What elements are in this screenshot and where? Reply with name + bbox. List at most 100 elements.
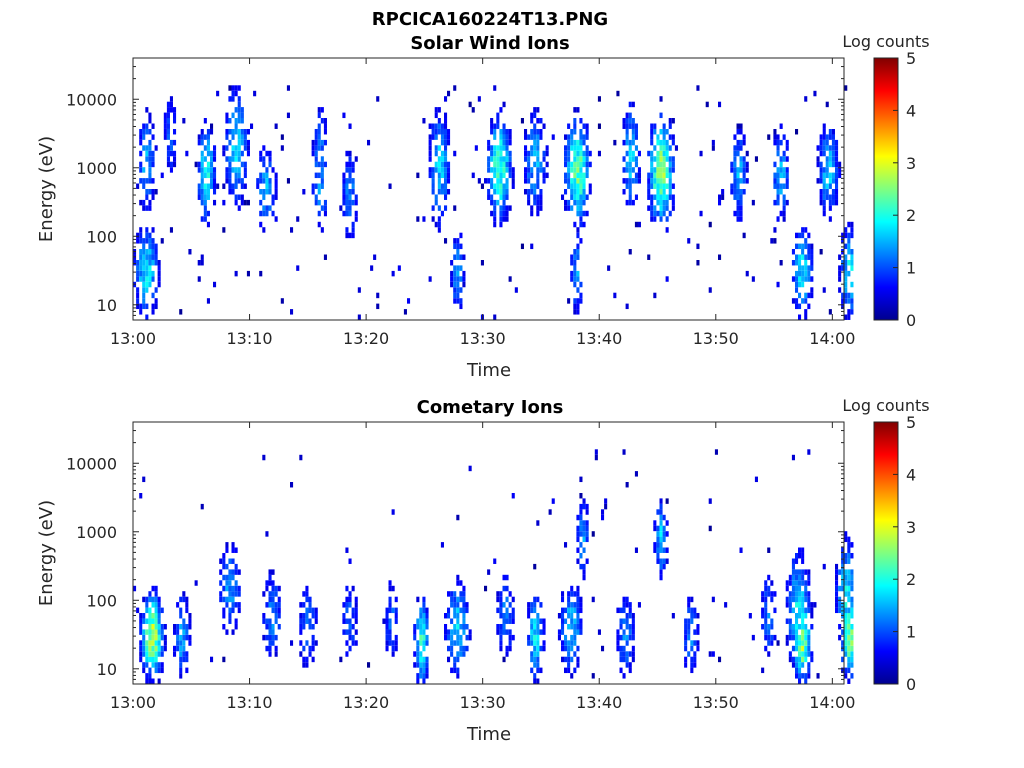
heatmap-cell <box>179 645 183 652</box>
heatmap-cell <box>234 178 238 184</box>
heatmap-cell <box>622 178 626 184</box>
heatmap-cell <box>237 205 241 211</box>
heatmap-cell <box>699 150 703 157</box>
heatmap-cell <box>819 189 823 195</box>
heatmap-cell <box>656 542 660 548</box>
heatmap-cell <box>148 640 152 646</box>
heatmap-cell <box>798 260 802 266</box>
heatmap-cell <box>456 254 460 260</box>
heatmap-cell <box>176 624 180 630</box>
heatmap-cell <box>804 607 808 614</box>
heatmap-cell <box>785 178 789 184</box>
heatmap-cell <box>588 183 592 189</box>
heatmap-cell <box>253 90 257 97</box>
heatmap-cell <box>148 129 152 135</box>
heatmap-cell <box>456 634 460 641</box>
heatmap-cell <box>684 656 688 663</box>
heatmap-cell <box>573 276 577 282</box>
heatmap-cell <box>736 210 740 217</box>
heatmap-cell <box>259 270 263 277</box>
heatmap-cell <box>259 199 263 206</box>
heatmap-cell <box>567 656 571 663</box>
colorbar-tick-label: 5 <box>906 413 916 432</box>
heatmap-cell <box>530 183 534 189</box>
heatmap-cell <box>237 156 241 162</box>
heatmap-cell <box>197 260 201 266</box>
heatmap-cell <box>148 118 152 124</box>
heatmap-cell <box>508 156 512 162</box>
heatmap-cell <box>148 656 152 663</box>
heatmap-cell <box>354 199 358 206</box>
heatmap-cell <box>425 640 429 646</box>
heatmap-cell <box>527 640 531 646</box>
heatmap-cell <box>200 134 204 140</box>
heatmap-cell <box>447 178 451 184</box>
heatmap-cell <box>169 161 173 168</box>
heatmap-cell <box>582 123 586 129</box>
heatmap-cell <box>462 591 466 597</box>
heatmap-cell <box>634 547 638 553</box>
heatmap-cell <box>274 189 278 195</box>
heatmap-cell <box>342 210 346 217</box>
heatmap-cell <box>542 640 546 646</box>
heatmap-cell <box>145 640 149 646</box>
heatmap-cell <box>776 281 780 288</box>
heatmap-cell <box>505 607 509 614</box>
heatmap-cell <box>653 183 657 189</box>
heatmap-cell <box>585 134 589 140</box>
heatmap-cell <box>804 580 808 586</box>
heatmap-cell <box>351 227 355 233</box>
heatmap-cell <box>511 613 515 619</box>
heatmap-cell <box>394 596 398 603</box>
heatmap-cell <box>413 629 417 635</box>
heatmap-cell <box>176 640 180 646</box>
heatmap-cell <box>576 298 580 304</box>
heatmap-cell <box>579 520 583 526</box>
heatmap-cell <box>145 287 149 293</box>
heatmap-cell <box>179 662 183 668</box>
heatmap-cell <box>311 189 315 195</box>
heatmap-cell <box>536 118 540 124</box>
heatmap-cell <box>228 172 232 179</box>
heatmap-cell <box>431 134 435 140</box>
heatmap-cell <box>440 139 444 146</box>
heatmap-cell <box>151 276 155 282</box>
heatmap-cell <box>628 183 632 189</box>
heatmap-cell <box>650 156 654 162</box>
heatmap-cell <box>505 216 509 222</box>
x-tick-label: 14:00 <box>809 329 855 348</box>
heatmap-cell <box>323 123 327 129</box>
heatmap-cell <box>453 150 457 157</box>
heatmap-cell <box>810 607 814 614</box>
heatmap-cell <box>585 520 589 526</box>
heatmap-cell <box>847 292 851 299</box>
heatmap-cell <box>576 156 580 162</box>
heatmap-cell <box>850 602 854 608</box>
heatmap-cell <box>243 199 247 206</box>
heatmap-cell <box>416 216 420 222</box>
heatmap-cell <box>847 591 851 597</box>
heatmap-cell <box>182 591 186 597</box>
heatmap-cell <box>154 591 158 597</box>
heatmap-cell <box>588 161 592 168</box>
heatmap-cell <box>219 569 223 575</box>
heatmap-cell <box>173 645 177 652</box>
heatmap-cell <box>579 172 583 179</box>
heatmap-cell <box>345 150 349 157</box>
heatmap-cell <box>536 205 540 211</box>
heatmap-cell <box>770 596 774 603</box>
heatmap-cell <box>527 134 531 140</box>
heatmap-cell <box>136 260 140 266</box>
heatmap-cell <box>320 145 324 151</box>
heatmap-cell <box>585 558 589 564</box>
heatmap-cell <box>465 645 469 652</box>
heatmap-cell <box>157 281 161 288</box>
heatmap-cell <box>139 613 143 619</box>
heatmap-cell <box>773 238 777 244</box>
heatmap-cell <box>351 607 355 614</box>
heatmap-cell <box>222 145 226 151</box>
heatmap-cell <box>444 205 448 211</box>
heatmap-cell <box>810 287 814 293</box>
heatmap-cell <box>200 194 204 200</box>
heatmap-cell <box>628 172 632 179</box>
